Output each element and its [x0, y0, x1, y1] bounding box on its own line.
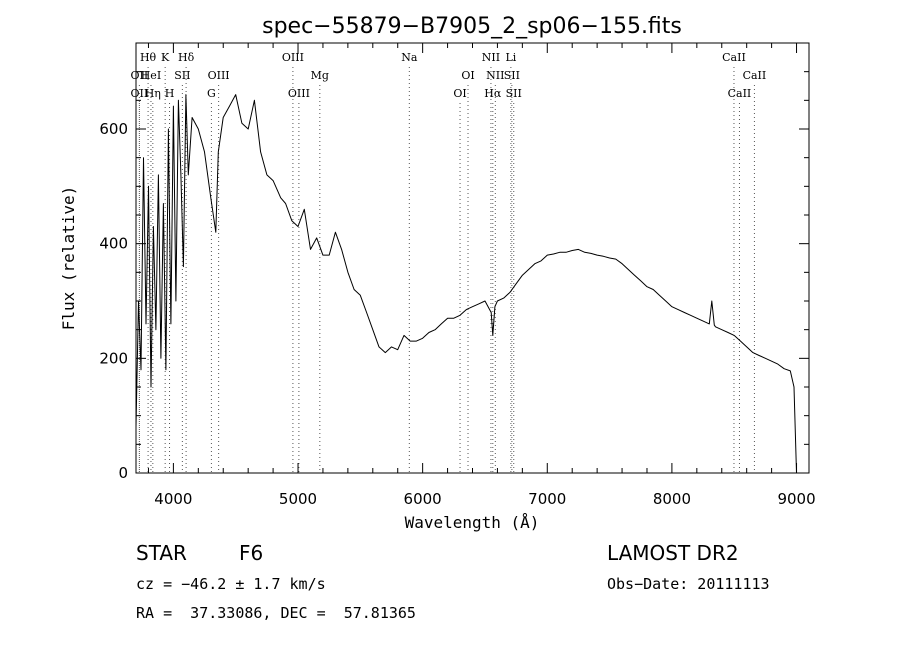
line-marker-label: Hθ [140, 51, 157, 64]
coordinates-ra-dec: RA = 37.33086, DEC = 57.81365 [136, 604, 416, 622]
series-line-0 [135, 94, 797, 474]
line-marker-label: Na [401, 51, 418, 64]
x-tick-label: 8000 [653, 490, 691, 508]
line-marker-label: CaII [722, 51, 746, 64]
x-axis-label: Wavelength (Å) [405, 513, 540, 532]
object-class: STAR [136, 541, 187, 565]
y-tick-label: 0 [118, 464, 128, 482]
chart-title: spec−55879−B7905_2_sp06−155.fits [262, 14, 682, 39]
line-marker-label: OII [131, 87, 149, 100]
line-marker-label: NII [482, 51, 500, 64]
x-tick-label: 4000 [154, 490, 192, 508]
plot-frame [135, 42, 810, 474]
line-marker-label: NII [486, 69, 504, 82]
line-marker-label: Hδ [178, 51, 195, 64]
line-marker-label: H [165, 87, 175, 100]
line-marker-label: OI [461, 69, 474, 82]
y-tick-label: 600 [99, 120, 128, 138]
survey-name: LAMOST DR2 [607, 541, 739, 565]
observation-date: Obs−Date: 20111113 [607, 575, 770, 593]
line-marker-label: OI [453, 87, 466, 100]
redshift-cz: cz = −46.2 ± 1.7 km/s [136, 575, 326, 593]
line-marker-label: HeI [141, 69, 161, 82]
y-tick-label: 200 [99, 349, 128, 367]
line-marker-label: OIII [208, 69, 230, 82]
line-marker-label: OIII [288, 87, 310, 100]
line-marker-label: Li [505, 51, 516, 64]
line-marker-label: CaII [728, 87, 752, 100]
spectral-subclass: F6 [239, 541, 264, 565]
line-marker-label: SII [174, 69, 190, 82]
line-marker-label: K [161, 51, 170, 64]
axes: 4000 5000 6000 7000 8000 9000 0 200 400 600 [99, 43, 816, 508]
series-layer [135, 94, 797, 474]
line-marker-label: OII [131, 69, 149, 82]
line-marker-label: SII [504, 69, 520, 82]
line-marker-label: Hη [145, 87, 161, 100]
line-marker-label: Hα [484, 87, 502, 100]
x-tick-label: 5000 [279, 490, 317, 508]
line-marker-label: SII [506, 87, 522, 100]
x-tick-label: 9000 [777, 490, 815, 508]
x-tick-label: 6000 [404, 490, 442, 508]
y-tick-label: 400 [99, 235, 128, 253]
line-marker-label: Mg [311, 69, 329, 82]
line-marker-label: G [207, 87, 216, 100]
x-tick-label: 7000 [528, 490, 566, 508]
y-axis-label: Flux (relative) [59, 186, 78, 331]
line-marker-label: OIII [282, 51, 304, 64]
line-marker-label: CaII [743, 69, 767, 82]
